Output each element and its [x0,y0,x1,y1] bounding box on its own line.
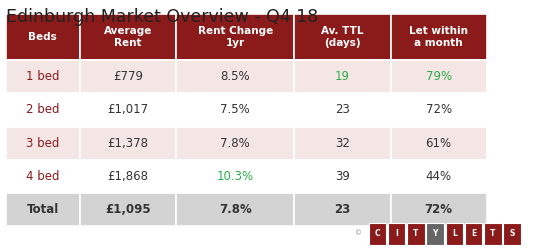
Text: 72%: 72% [426,104,452,117]
FancyBboxPatch shape [503,222,521,245]
Text: 72%: 72% [425,203,453,216]
Text: Edinburgh Market Overview - Q4 18: Edinburgh Market Overview - Q4 18 [6,8,318,26]
FancyBboxPatch shape [80,93,176,126]
FancyBboxPatch shape [484,222,502,245]
FancyBboxPatch shape [390,60,487,93]
FancyBboxPatch shape [176,126,294,160]
Text: £1,095: £1,095 [105,203,151,216]
FancyBboxPatch shape [80,14,176,60]
FancyBboxPatch shape [6,60,80,93]
Text: 39: 39 [335,170,350,183]
FancyBboxPatch shape [407,222,425,245]
FancyBboxPatch shape [368,222,386,245]
FancyBboxPatch shape [390,126,487,160]
Text: £1,868: £1,868 [107,170,148,183]
Text: Y: Y [432,229,438,238]
Text: £779: £779 [113,70,143,83]
FancyBboxPatch shape [390,160,487,193]
Text: 7.5%: 7.5% [220,104,250,117]
Text: Beds: Beds [28,32,57,42]
Text: 1 bed: 1 bed [26,70,59,83]
Text: 7.8%: 7.8% [220,136,250,149]
Text: T: T [413,229,419,238]
Text: L: L [452,229,456,238]
FancyBboxPatch shape [176,14,294,60]
FancyBboxPatch shape [6,126,80,160]
Text: 23: 23 [335,104,350,117]
FancyBboxPatch shape [294,60,390,93]
Text: Rent Change
1yr: Rent Change 1yr [197,26,273,48]
FancyBboxPatch shape [6,193,80,226]
Text: S: S [509,229,515,238]
Text: 23: 23 [334,203,350,216]
FancyBboxPatch shape [390,14,487,60]
Text: T: T [490,229,496,238]
FancyBboxPatch shape [6,14,80,60]
FancyBboxPatch shape [426,222,444,245]
Text: £1,017: £1,017 [107,104,148,117]
FancyBboxPatch shape [294,126,390,160]
Text: 2 bed: 2 bed [26,104,59,117]
FancyBboxPatch shape [294,93,390,126]
FancyBboxPatch shape [176,160,294,193]
FancyBboxPatch shape [6,93,80,126]
Text: C: C [375,229,380,238]
FancyBboxPatch shape [294,193,390,226]
Text: 3 bed: 3 bed [26,136,59,149]
Text: ©: © [355,231,362,237]
Text: 7.8%: 7.8% [219,203,251,216]
FancyBboxPatch shape [294,14,390,60]
FancyBboxPatch shape [176,193,294,226]
FancyBboxPatch shape [294,160,390,193]
Text: 61%: 61% [426,136,452,149]
Text: £1,378: £1,378 [107,136,148,149]
Text: Let within
a month: Let within a month [409,26,468,48]
Text: 19: 19 [335,70,350,83]
FancyBboxPatch shape [80,193,176,226]
FancyBboxPatch shape [80,126,176,160]
Text: 32: 32 [335,136,350,149]
FancyBboxPatch shape [176,93,294,126]
FancyBboxPatch shape [388,222,405,245]
FancyBboxPatch shape [390,93,487,126]
FancyBboxPatch shape [80,60,176,93]
Text: 10.3%: 10.3% [217,170,254,183]
Text: 79%: 79% [426,70,452,83]
Text: 8.5%: 8.5% [221,70,250,83]
Text: Average
Rent: Average Rent [104,26,152,48]
Text: I: I [395,229,398,238]
Text: Av. TTL
(days): Av. TTL (days) [321,26,364,48]
FancyBboxPatch shape [6,160,80,193]
FancyBboxPatch shape [80,160,176,193]
Text: 44%: 44% [426,170,452,183]
Text: E: E [471,229,476,238]
FancyBboxPatch shape [176,60,294,93]
FancyBboxPatch shape [465,222,482,245]
FancyBboxPatch shape [390,193,487,226]
FancyBboxPatch shape [446,222,463,245]
Text: 4 bed: 4 bed [26,170,59,183]
Text: Total: Total [26,203,59,216]
